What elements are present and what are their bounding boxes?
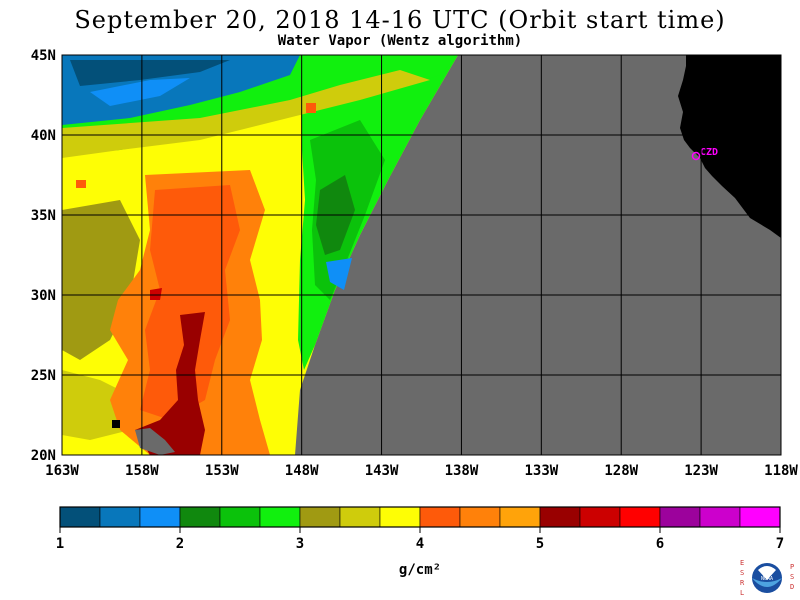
lon-tick-label: 163W [45, 463, 79, 479]
colorbar-tick-label: 1 [56, 536, 64, 552]
svg-text:L: L [740, 589, 744, 597]
colorbar-swatch [619, 506, 661, 528]
red-spot-north [306, 103, 316, 113]
colorbar-swatch [499, 506, 541, 528]
colorbar-swatch [539, 506, 581, 528]
map-subtitle: Water Vapor (Wentz algorithm) [277, 33, 523, 49]
longitude-labels: 163W 158W 153W 148W 143W 138W 133W 128W 123W 118W [45, 463, 798, 479]
colorbar-swatch [139, 506, 181, 528]
latitude-labels: 45N 40N 35N 30N 25N 20N [31, 48, 56, 464]
orange-red-region [140, 185, 240, 420]
colorbar-swatch [99, 506, 141, 528]
red-spot-west [76, 180, 86, 188]
svg-text:S: S [790, 573, 794, 581]
colorbar-swatch [699, 506, 741, 528]
colorbar-tick-label: 6 [656, 536, 664, 552]
lon-tick-label: 118W [764, 463, 798, 479]
north-blue [90, 78, 190, 106]
lon-tick-label: 158W [125, 463, 159, 479]
lat-tick-label: 35N [31, 208, 56, 224]
colorbar-swatch [259, 506, 301, 528]
svg-text:D: D [790, 583, 794, 591]
colorbar-tick-label: 5 [536, 536, 544, 552]
lat-tick-label: 20N [31, 448, 56, 464]
colorbar-swatch [59, 506, 101, 528]
colorbar-swatch [459, 506, 501, 528]
station-label: CZD [700, 147, 718, 158]
lat-tick-label: 45N [31, 48, 56, 64]
lon-tick-label: 153W [205, 463, 239, 479]
colorbar-tick-label: 7 [776, 536, 784, 552]
lon-tick-label: 143W [365, 463, 399, 479]
svg-text:R: R [740, 579, 745, 587]
black-spot [112, 420, 120, 428]
colorbar-swatch [739, 506, 781, 528]
north-olive-strip [62, 70, 430, 158]
map-plot-area [62, 55, 781, 455]
svg-text:NOAA: NOAA [761, 576, 773, 582]
lon-tick-label: 128W [604, 463, 638, 479]
colorbar-swatch [379, 506, 421, 528]
colorbar-swatch [299, 506, 341, 528]
no-data-hole [135, 428, 175, 455]
lat-tick-label: 40N [31, 128, 56, 144]
colorbar-swatch [339, 506, 381, 528]
colorbar-unit-label: g/cm² [398, 562, 442, 578]
colorbar [59, 506, 781, 533]
blue-patch [326, 258, 352, 290]
map-title: September 20, 2018 14-16 UTC (Orbit star… [74, 6, 726, 34]
station-marker [691, 151, 701, 161]
svg-text:S: S [740, 569, 744, 577]
land-mass [678, 55, 781, 238]
lon-tick-label: 138W [445, 463, 479, 479]
svg-text:E: E [740, 559, 744, 567]
colorbar-tick-labels: 1 2 3 4 5 6 7 [56, 536, 784, 552]
map-frame [61, 54, 782, 456]
colorbar-swatch [579, 506, 621, 528]
colorbar-swatch [659, 506, 701, 528]
north-darkest-blue [70, 60, 230, 86]
colorbar-swatch [419, 506, 461, 528]
colorbar-tick-label: 3 [296, 536, 304, 552]
grid-lines [62, 55, 781, 455]
red-spots [150, 288, 162, 300]
dark-red-plume [135, 312, 205, 455]
west-olive-patch [62, 200, 140, 360]
lon-tick-label: 148W [285, 463, 319, 479]
colorbar-tick-label: 4 [416, 536, 424, 552]
svg-text:P: P [790, 563, 794, 571]
colorbar-swatch [179, 506, 221, 528]
lon-tick-label: 133W [524, 463, 558, 479]
colorbar-tick-label: 2 [176, 536, 184, 552]
lon-tick-label: 123W [684, 463, 718, 479]
lat-tick-label: 30N [31, 288, 56, 304]
lat-tick-label: 25N [31, 368, 56, 384]
colorbar-swatch [219, 506, 261, 528]
